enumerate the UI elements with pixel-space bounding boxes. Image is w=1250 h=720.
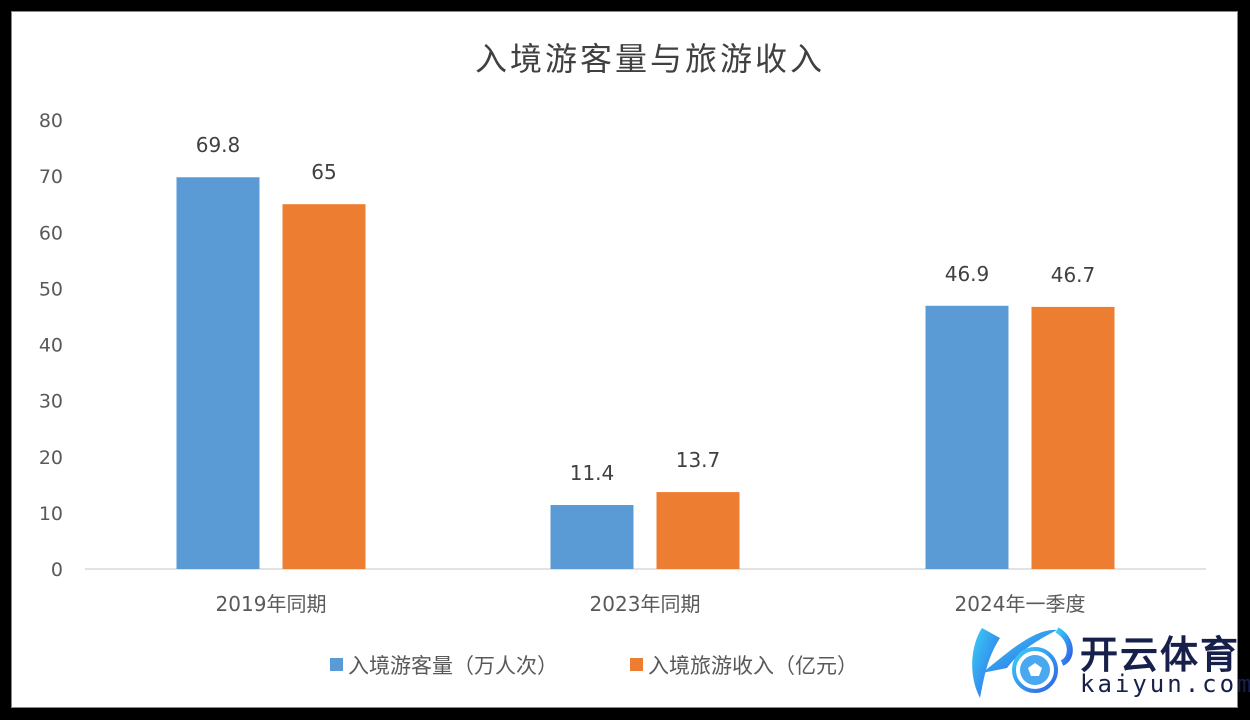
y-tick-label: 70 [39,166,63,188]
y-tick-label: 80 [39,110,63,132]
y-tick-label: 0 [51,559,63,581]
watermark-en: kaiyun.com [1080,670,1250,698]
y-tick-label: 20 [39,447,63,469]
kaiyun-logo-icon [972,627,1073,698]
data-label: 69.8 [196,133,241,157]
y-tick-label: 10 [39,503,63,525]
y-tick-label: 40 [39,335,63,357]
bar [550,505,634,569]
legend-label: 入境旅游收入（亿元） [648,654,858,678]
x-tick-label: 2023年同期 [590,592,701,616]
legend-label: 入境游客量（万人次） [348,654,558,678]
chart-title: 入境游客量与旅游收入 [475,40,825,78]
bar [1031,306,1115,569]
kaiyun-watermark-logo: 开云体育 kaiyun.com [962,618,1250,706]
bar [282,204,366,569]
data-label: 13.7 [676,448,721,472]
bar [176,177,260,569]
data-label: 46.9 [945,262,990,286]
data-label: 46.7 [1051,263,1096,287]
x-tick-label: 2024年一季度 [955,592,1086,616]
x-tick-label: 2019年同期 [216,592,327,616]
bar [656,492,740,569]
y-tick-label: 30 [39,391,63,413]
bar [925,305,1009,569]
y-tick-label: 50 [39,278,63,300]
watermark-cn: 开云体育 [1080,633,1241,677]
data-label: 11.4 [570,461,615,485]
legend-swatch [630,658,643,671]
legend-swatch [330,658,343,671]
y-tick-label: 60 [39,222,63,244]
data-label: 65 [311,160,336,184]
